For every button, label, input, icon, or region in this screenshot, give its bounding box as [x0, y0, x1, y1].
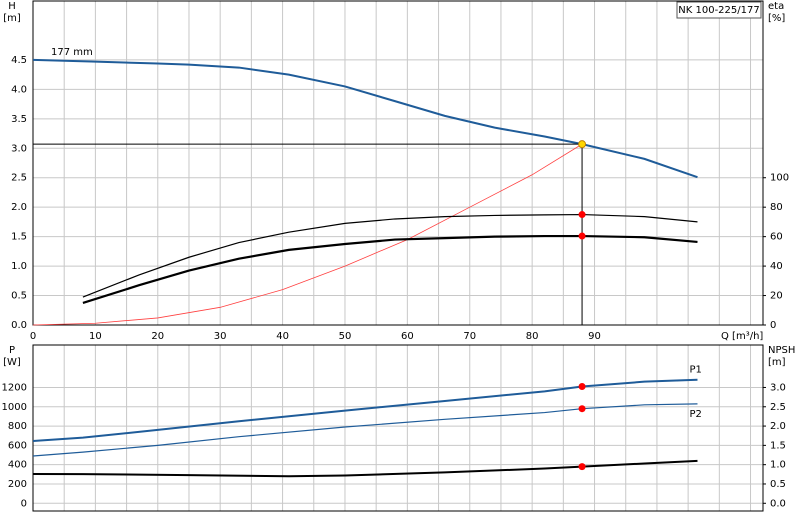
y-tick-label: 0	[21, 498, 27, 509]
curve	[82, 213, 698, 298]
y2-tick-label: 2.0	[770, 421, 786, 432]
curve	[32, 58, 698, 179]
y2-tick-label: 20	[770, 291, 783, 302]
y2-tick-label: 1.5	[770, 440, 786, 451]
y2-tick-label: 60	[770, 232, 783, 243]
curve	[82, 234, 698, 304]
x-tick-label: 80	[526, 331, 539, 342]
y-tick-label: 1000	[2, 402, 27, 413]
y2-axis-label: eta	[768, 1, 784, 12]
y2-tick-label: 80	[770, 202, 783, 213]
y2-tick-label: 2.5	[770, 402, 786, 413]
y-tick-label: 4.0	[11, 84, 27, 95]
y2-tick-label: 40	[770, 261, 783, 272]
curve	[32, 378, 698, 443]
y-tick-label: 800	[8, 421, 27, 432]
y-axis-unit: [m]	[3, 13, 21, 24]
x-tick-label: 60	[401, 331, 414, 342]
curve	[32, 143, 583, 326]
x-tick-label: 40	[276, 331, 289, 342]
y2-tick-label: 3.0	[770, 382, 786, 393]
y-tick-label: 400	[8, 460, 27, 471]
y-axis-unit: [W]	[3, 357, 21, 368]
curve-label: 177 mm	[51, 47, 93, 58]
y-tick-label: 2.0	[11, 202, 27, 213]
y-tick-label: 3.0	[11, 143, 27, 154]
x-axis-label: Q [m³/h]	[721, 331, 763, 342]
x-tick-label: 10	[89, 331, 102, 342]
y-axis-label: H	[8, 1, 16, 12]
y-tick-label: 1.0	[11, 261, 27, 272]
operating-point	[578, 232, 586, 240]
chart-title: NK 100-225/177	[678, 5, 759, 16]
y2-tick-label: 0.5	[770, 479, 786, 490]
y-tick-label: 1200	[2, 382, 27, 393]
y-tick-label: 0.5	[11, 291, 27, 302]
y2-tick-label: 0	[770, 320, 776, 331]
y2-axis-unit: [%]	[768, 13, 785, 24]
y-tick-label: 1.5	[11, 232, 27, 243]
curve	[32, 403, 698, 457]
y-tick-label: 4.5	[11, 55, 27, 66]
x-tick-label: 0	[30, 331, 36, 342]
x-tick-label: 70	[463, 331, 476, 342]
curve	[32, 459, 698, 478]
y2-tick-label: 1.0	[770, 460, 786, 471]
y-tick-label: 3.5	[11, 114, 27, 125]
y2-axis-label: NPSH	[768, 345, 795, 356]
y2-axis-unit: [m]	[768, 357, 786, 368]
operating-point	[578, 211, 586, 219]
curve-label: P2	[689, 409, 701, 420]
y2-tick-label: 0.0	[770, 498, 786, 509]
x-tick-label: 50	[339, 331, 352, 342]
operating-point	[578, 383, 586, 390]
x-tick-label: 90	[588, 331, 601, 342]
operating-point	[578, 140, 587, 149]
operating-point	[578, 405, 586, 413]
curve-label: P1	[689, 365, 701, 376]
y2-tick-label: 100	[770, 173, 789, 184]
y-tick-label: 2.5	[11, 173, 27, 184]
y-tick-label: 200	[8, 479, 27, 490]
operating-point	[578, 463, 586, 471]
plot-frame	[32, 0, 764, 326]
y-tick-label: 0.0	[11, 320, 27, 331]
y-axis-label: P	[9, 345, 15, 356]
x-tick-label: 30	[214, 331, 227, 342]
x-tick-label: 20	[151, 331, 164, 342]
plot-frame	[32, 344, 764, 512]
title-box	[676, 1, 762, 19]
y-tick-label: 600	[8, 440, 27, 451]
